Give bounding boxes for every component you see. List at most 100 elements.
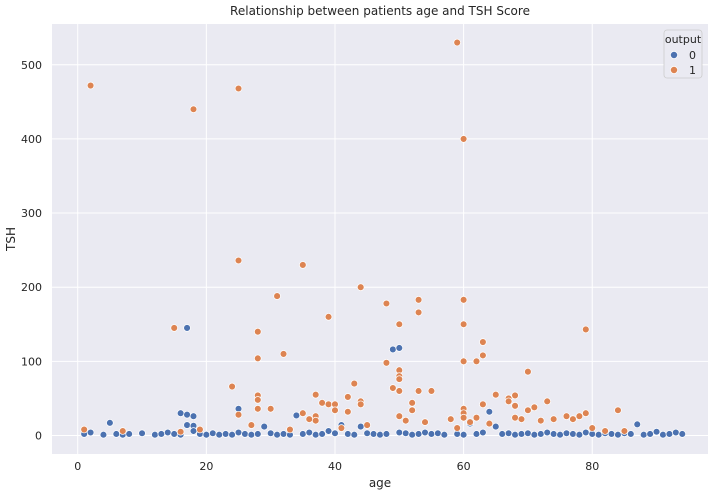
data-point-series-1 [466,418,474,426]
data-point-series-0 [427,430,436,438]
data-point-series-0 [594,430,603,439]
data-point-series-0 [389,345,397,354]
data-point-series-1 [414,387,423,395]
data-point-series-1 [254,396,262,404]
data-point-series-1 [395,412,404,420]
data-point-series-1 [395,375,404,383]
data-point-series-0 [202,430,211,439]
data-point-series-0 [151,430,159,439]
data-point-series-0 [434,429,442,437]
data-point-series-0 [530,430,539,439]
data-point-series-0 [221,430,230,438]
data-point-series-0 [369,430,378,438]
legend-label-1: 1 [689,64,696,77]
data-point-series-1 [479,338,487,346]
y-axis-ticks: 0 100 200 300 400 500 [21,59,42,443]
data-point-series-1 [421,418,429,426]
data-point-series-0 [459,430,468,439]
data-point-series-0 [395,344,404,352]
data-point-series-0 [659,430,667,439]
data-point-series-0 [331,429,339,437]
data-point-series-1 [479,400,487,409]
x-tick-label: 0 [74,460,81,473]
x-tick-label: 60 [457,460,471,473]
data-point-series-1 [588,424,596,432]
data-point-series-1 [582,325,590,334]
x-axis-label: age [369,476,391,490]
data-points [80,38,687,439]
data-point-series-1 [511,391,519,400]
data-point-series-1 [299,261,307,269]
data-point-series-0 [511,430,519,439]
data-point-series-1 [492,390,500,399]
data-point-series-1 [395,387,404,395]
data-point-series-0 [582,428,590,437]
data-point-series-1 [537,416,545,425]
data-point-series-1 [453,424,461,432]
data-point-series-0 [479,428,487,437]
data-point-series-1 [311,416,320,425]
legend-marker-1 [670,66,678,74]
data-point-series-1 [459,413,468,422]
data-point-series-0 [408,430,416,439]
legend: output 0 1 [663,29,703,79]
data-point-series-1 [517,415,526,423]
data-point-series-0 [414,430,423,438]
data-point-series-0 [138,429,146,437]
data-point-series-1 [414,296,423,304]
data-point-series-1 [408,399,416,407]
data-point-series-1 [344,407,352,416]
data-point-series-1 [614,406,622,415]
data-point-series-1 [530,403,539,412]
legend-title: output [665,33,702,46]
data-point-series-0 [324,427,333,435]
data-point-series-0 [266,429,275,437]
data-point-series-0 [633,420,642,429]
data-point-series-1 [324,313,333,321]
data-point-series-1 [446,415,455,423]
data-point-series-0 [575,430,584,439]
data-point-series-1 [453,38,461,47]
data-point-series-0 [157,430,166,438]
data-point-series-0 [627,430,635,438]
data-point-series-0 [569,430,577,438]
data-point-series-1 [337,424,346,432]
data-point-series-0 [305,428,314,437]
data-point-series-1 [562,412,571,420]
data-point-series-0 [99,430,108,439]
data-point-series-0 [292,411,301,420]
legend-marker-0 [670,51,678,59]
data-point-series-1 [382,359,391,367]
data-point-series-0 [639,430,648,439]
legend-box [663,29,703,79]
data-point-series-1 [401,416,410,425]
data-point-series-0 [350,430,359,439]
data-point-series-1 [350,379,359,388]
data-point-series-1 [382,299,391,308]
legend-label-0: 0 [689,49,696,62]
y-axis-label: TSH [4,227,18,252]
data-point-series-0 [356,422,365,431]
data-point-series-0 [652,428,661,436]
data-point-series-0 [170,430,178,438]
data-point-series-1 [524,367,532,376]
data-point-series-0 [125,430,133,438]
data-point-series-0 [440,430,449,439]
data-point-series-1 [299,409,307,417]
data-point-series-1 [254,327,262,336]
data-point-series-1 [459,357,468,366]
data-point-series-1 [234,256,243,265]
data-point-series-0 [176,409,185,417]
data-point-series-1 [620,427,629,435]
data-point-series-0 [395,428,404,437]
data-point-series-0 [614,430,622,439]
data-point-series-0 [517,430,526,438]
data-point-series-1 [408,406,416,415]
data-point-series-1 [427,387,436,395]
data-point-series-1 [389,384,397,392]
data-point-series-0 [183,421,191,429]
data-point-series-1 [86,81,95,90]
data-point-series-0 [86,428,95,437]
data-point-series-0 [279,430,288,438]
